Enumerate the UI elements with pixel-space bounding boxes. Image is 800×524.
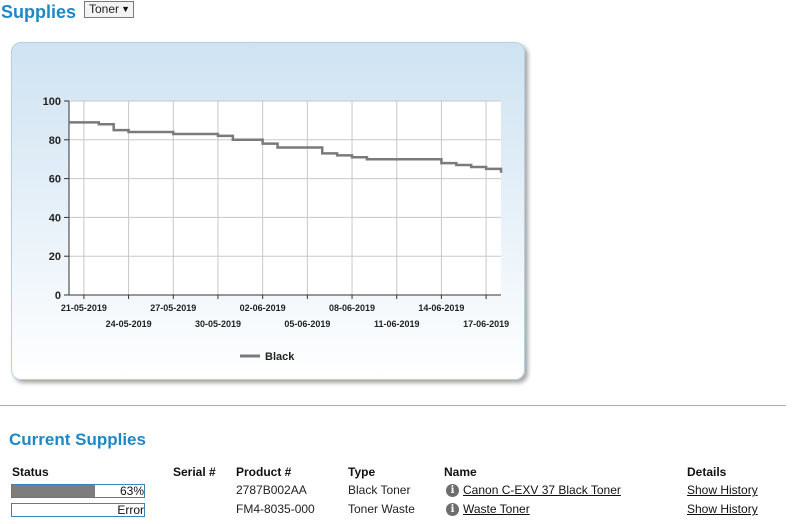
status-bar-black-toner: 63% xyxy=(11,484,145,498)
col-header-status: Status xyxy=(12,465,49,479)
dropdown-arrow-icon: ▼ xyxy=(121,4,130,14)
supply-type: Black Toner xyxy=(348,483,411,497)
x-tick-label: 14-06-2019 xyxy=(418,303,464,313)
col-header-serial: Serial # xyxy=(173,465,216,479)
y-tick-label: 40 xyxy=(49,212,61,224)
x-tick-label: 02-06-2019 xyxy=(240,303,286,313)
supply-name-link[interactable]: Waste Toner xyxy=(463,502,530,516)
x-tick-label: 17-06-2019 xyxy=(463,319,509,329)
col-header-product: Product # xyxy=(236,465,292,479)
supply-type: Toner Waste xyxy=(348,502,415,516)
x-tick-label: 11-06-2019 xyxy=(374,319,420,329)
x-tick-label: 08-06-2019 xyxy=(329,303,375,313)
col-header-type: Type xyxy=(348,465,376,479)
y-tick-label: 100 xyxy=(43,96,61,108)
current-supplies-title: Current Supplies xyxy=(9,430,146,449)
x-tick-label: 05-06-2019 xyxy=(284,319,330,329)
section-divider xyxy=(0,405,786,406)
product-number: 2787B002AA xyxy=(236,483,307,497)
x-tick-label: 21-05-2019 xyxy=(61,303,107,313)
x-tick-label: 24-05-2019 xyxy=(106,319,152,329)
page-title: Supplies xyxy=(1,2,77,22)
show-history-link[interactable]: Show History xyxy=(687,483,758,497)
status-bar-fill xyxy=(12,485,96,497)
status-value: 63% xyxy=(119,484,144,498)
x-tick-label: 30-05-2019 xyxy=(195,319,241,329)
y-tick-label: 20 xyxy=(49,251,61,263)
status-bar-waste-toner: Error xyxy=(11,503,145,517)
series-line-black xyxy=(69,121,503,173)
x-tick-label: 27-05-2019 xyxy=(150,303,196,313)
y-tick-label: 60 xyxy=(49,174,61,186)
status-value: Error xyxy=(117,503,144,517)
product-number: FM4-8035-000 xyxy=(236,502,315,516)
y-tick-label: 80 xyxy=(49,135,61,147)
y-tick-label: 0 xyxy=(55,290,61,302)
col-header-name: Name xyxy=(444,465,477,479)
supply-type-select-value: Toner xyxy=(89,2,120,16)
show-history-link[interactable]: Show History xyxy=(687,502,758,516)
supply-type-select[interactable]: Toner ▼ xyxy=(84,1,134,18)
supply-name-link[interactable]: Canon C-EXV 37 Black Toner xyxy=(463,483,621,497)
plot-area xyxy=(69,101,501,295)
info-icon[interactable]: i xyxy=(446,503,459,516)
toner-level-chart: 0 20 40 60 80 100 21-05-2019 27-05-2019 02-06-20… xyxy=(43,96,509,363)
col-header-details: Details xyxy=(687,465,727,479)
supplies-chart-card: 0 20 40 60 80 100 21-05-2019 27-05-2019 02-06-20… xyxy=(11,42,525,380)
info-icon[interactable]: i xyxy=(446,484,459,497)
legend-label: Black xyxy=(265,351,295,363)
